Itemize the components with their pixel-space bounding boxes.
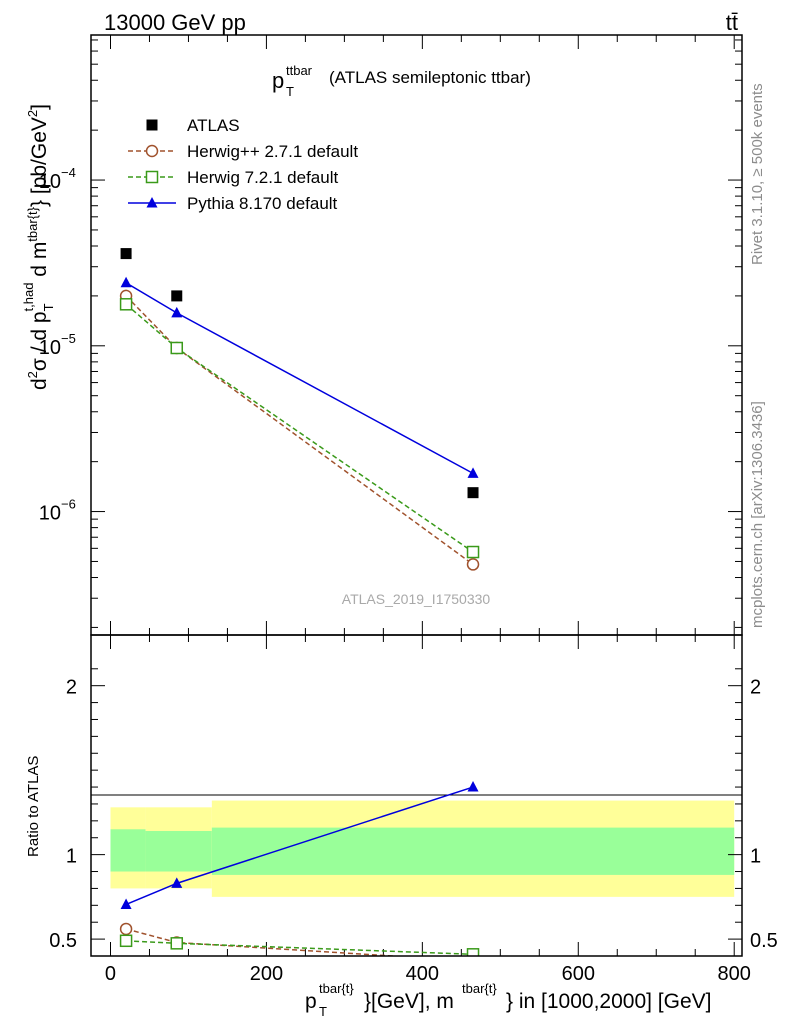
title-symbol: p xyxy=(272,68,284,93)
legend-marker xyxy=(146,197,158,208)
ratio-series-2 xyxy=(120,781,479,909)
ratio-point xyxy=(170,937,184,950)
data-point xyxy=(466,545,480,559)
x-label-p-sub: T xyxy=(319,1004,327,1019)
energy-label: 13000 GeV pp xyxy=(104,10,246,35)
series-3 xyxy=(120,276,479,478)
data-point xyxy=(171,306,183,318)
main-series xyxy=(119,248,480,571)
title-text: (ATLAS semileptonic ttbar) xyxy=(329,68,531,87)
main-y-axis-label: d2σ / d pTt,had d mtbar{t}} [pb/GeV2] xyxy=(21,104,56,390)
legend-label: ATLAS xyxy=(187,116,240,135)
legend-entry-0: ATLAS xyxy=(146,116,240,135)
x-label-end: } in [1000,2000] [GeV] xyxy=(506,990,712,1013)
ratio-point xyxy=(119,922,133,936)
analysis-watermark: ATLAS_2019_I1750330 xyxy=(342,591,491,607)
main-axis-ticks: 10−610−510−4 xyxy=(39,35,742,635)
x-tick-label: 0 xyxy=(105,963,116,985)
main-y-tick-exponent: −5 xyxy=(61,331,76,346)
legend-entry-3: Pythia 8.170 default xyxy=(128,194,338,213)
legend: ATLAS Herwig++ 2.7.1 default Herwig 7.2.1 … xyxy=(128,116,358,213)
data-point xyxy=(466,558,480,571)
x-label-p-sup: tbar{t} xyxy=(319,981,354,996)
data-point xyxy=(120,248,132,260)
ratio-axis-ticks: 0.5 0.5 1 1 2 2 0 200 400 600 800 xyxy=(49,635,778,985)
plot-title: p ttbar T (ATLAS semileptonic ttbar) xyxy=(272,63,531,99)
process-label: tt̄ xyxy=(726,10,738,35)
x-tick-label: 800 xyxy=(718,963,751,985)
rivet-label: Rivet 3.1.10, ≥ 500k events xyxy=(749,83,766,265)
legend-marker xyxy=(145,170,159,184)
legend-entry-2: Herwig 7.2.1 default xyxy=(128,168,338,187)
main-y-tick-label: 10 xyxy=(39,337,61,359)
ratio-y-tick-label: 2 xyxy=(66,677,77,699)
ratio-y-tick-label: 1 xyxy=(66,846,77,868)
main-y-tick-exponent: −4 xyxy=(61,165,76,180)
ratio-plot-frame xyxy=(90,634,743,957)
main-y-tick-label: 10 xyxy=(39,503,61,525)
ratio-point xyxy=(466,948,480,956)
x-tick-label: 200 xyxy=(250,963,283,985)
data-point xyxy=(119,298,133,311)
legend-label: Herwig 7.2.1 default xyxy=(187,168,338,187)
x-label-p: p xyxy=(305,990,317,1013)
x-tick-label: 600 xyxy=(562,963,595,985)
ratio-point xyxy=(119,934,133,948)
ratio-series-clipped xyxy=(119,781,480,956)
x-label-mid: }[GeV], m xyxy=(364,990,454,1013)
x-label-m-sup: tbar{t} xyxy=(462,981,497,996)
legend-marker xyxy=(146,119,158,131)
ratio-band-inner-0 xyxy=(110,829,146,872)
legend-label: Pythia 8.170 default xyxy=(187,194,338,213)
ratio-series-1 xyxy=(119,934,480,956)
ratio-y-tick-label-right: 1 xyxy=(750,846,761,868)
ratio-y-tick-label-right: 2 xyxy=(750,677,761,699)
data-point xyxy=(467,487,479,499)
ratio-y-axis-label: Ratio to ATLAS xyxy=(25,756,42,857)
legend-marker xyxy=(145,144,159,158)
data-point xyxy=(170,341,184,355)
ratio-y-tick-label-right: 0.5 xyxy=(750,930,778,952)
ratio-y-tick-label: 0.5 xyxy=(49,930,77,952)
main-y-tick-exponent: −6 xyxy=(61,497,76,512)
data-point xyxy=(467,467,479,478)
data-point xyxy=(120,276,132,288)
ratio-band-inner-2 xyxy=(211,827,735,875)
ratio-point xyxy=(467,781,479,792)
ratio-series xyxy=(119,781,480,956)
title-superscript: ttbar xyxy=(286,63,313,78)
title-subscript: T xyxy=(286,84,294,99)
main-y-tick-label: 10 xyxy=(39,171,61,193)
x-tick-label: 400 xyxy=(406,963,439,985)
ratio-point xyxy=(171,877,183,888)
ratio-uncertainty-bands xyxy=(110,800,735,897)
series-2 xyxy=(119,298,480,559)
legend-label: Herwig++ 2.7.1 default xyxy=(187,142,358,161)
data-point xyxy=(171,290,183,302)
series-0 xyxy=(120,248,479,499)
ratio-point xyxy=(120,898,132,909)
mcplots-label: mcplots.cern.ch [arXiv:1306.3436] xyxy=(749,401,766,628)
x-axis-label: p tbar{t} T }[GeV], m tbar{t} } in [1000… xyxy=(305,981,712,1019)
legend-entry-1: Herwig++ 2.7.1 default xyxy=(128,142,358,161)
ratio-band-inner-1 xyxy=(145,830,212,872)
